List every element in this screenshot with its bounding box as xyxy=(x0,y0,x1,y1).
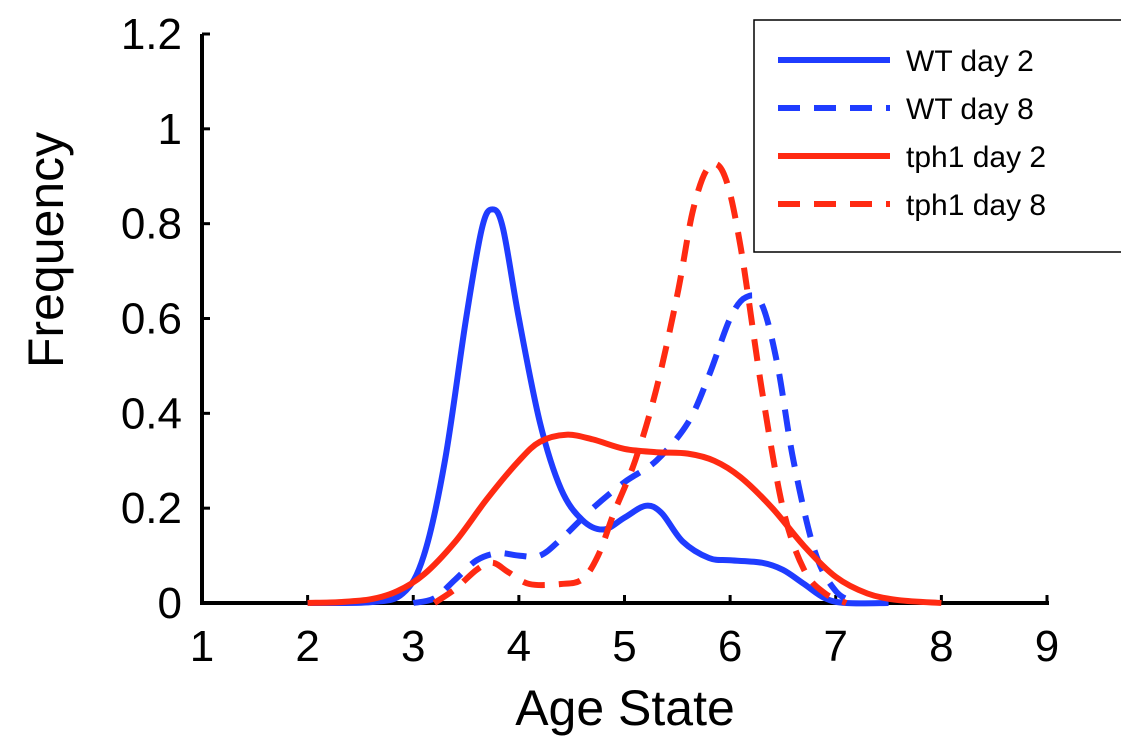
y-tick-label: 1 xyxy=(158,105,182,154)
legend-label-tph1-day-2: tph1 day 2 xyxy=(906,141,1046,174)
y-tick-label: 0.4 xyxy=(121,389,182,438)
legend-label-tph1-day-8: tph1 day 8 xyxy=(906,189,1046,222)
legend: WT day 2 WT day 8 tph1 day 2 tph1 day 8 xyxy=(753,19,1121,253)
x-tick-label: 1 xyxy=(190,622,214,671)
series-group xyxy=(307,160,942,607)
legend-label-wt-day-2: WT day 2 xyxy=(906,45,1034,78)
y-tick-label: 0.8 xyxy=(121,200,182,249)
y-tick-label: 1.2 xyxy=(121,10,182,59)
y-ticks: 0 0.2 0.4 0.6 0.8 1 1.2 xyxy=(121,10,210,628)
series-line-tph1-day-8 xyxy=(432,160,848,606)
x-tick-label: 6 xyxy=(718,622,742,671)
x-tick-label: 7 xyxy=(824,622,848,671)
x-tick-label: 9 xyxy=(1035,622,1059,671)
x-tick-label: 3 xyxy=(401,622,425,671)
x-tick-label: 2 xyxy=(295,622,319,671)
series-line-wt-day-8 xyxy=(412,292,859,606)
y-tick-label: 0 xyxy=(158,579,182,628)
x-tick-label: 4 xyxy=(507,622,531,671)
x-axis-title: Age State xyxy=(515,680,735,736)
x-ticks: 1 2 3 4 5 6 7 8 9 xyxy=(190,595,1059,671)
y-tick-label: 0.2 xyxy=(121,484,182,533)
y-tick-label: 0.6 xyxy=(121,295,182,344)
y-axis-title: Frequency xyxy=(18,132,74,368)
legend-label-wt-day-8: WT day 8 xyxy=(906,93,1034,126)
x-tick-label: 5 xyxy=(612,622,636,671)
x-tick-label: 8 xyxy=(929,622,953,671)
series-line-tph1-day-2 xyxy=(307,431,942,606)
